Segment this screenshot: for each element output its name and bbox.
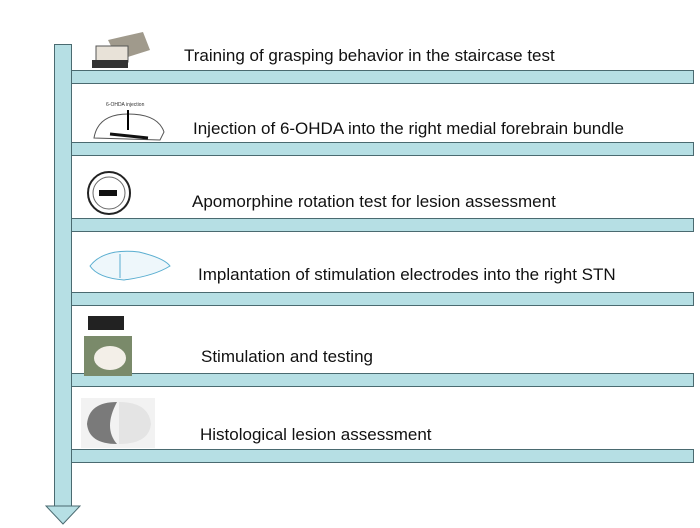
step-bar-2 [71,142,694,156]
step-label-1: Training of grasping behavior in the sta… [184,46,555,65]
injection-caption: 6-OHDA injection [106,102,145,108]
step-bar-4 [71,292,694,306]
timeline-arrow-shaft [54,44,72,507]
skull-electrode-image [89,250,171,281]
step-bar-3 [71,218,694,232]
step-label-4: Implantation of stimulation electrodes i… [198,265,616,284]
stimulator-and-rat-image [84,316,132,376]
step-label-3: Apomorphine rotation test for lesion ass… [192,192,556,211]
step-bar-5 [71,373,694,387]
timeline-arrow-head [45,505,81,525]
step-bar-6 [71,449,694,463]
brain-sagittal-image [93,110,165,141]
staircase-apparatus-image [92,32,150,68]
step-label-2: Injection of 6-OHDA into the right media… [193,119,624,138]
step-label-5: Stimulation and testing [201,347,373,366]
step-bar-1 [71,70,694,84]
step-label-6: Histological lesion assessment [200,425,432,444]
rotation-bowl-image [87,171,131,215]
histology-image [81,398,155,448]
